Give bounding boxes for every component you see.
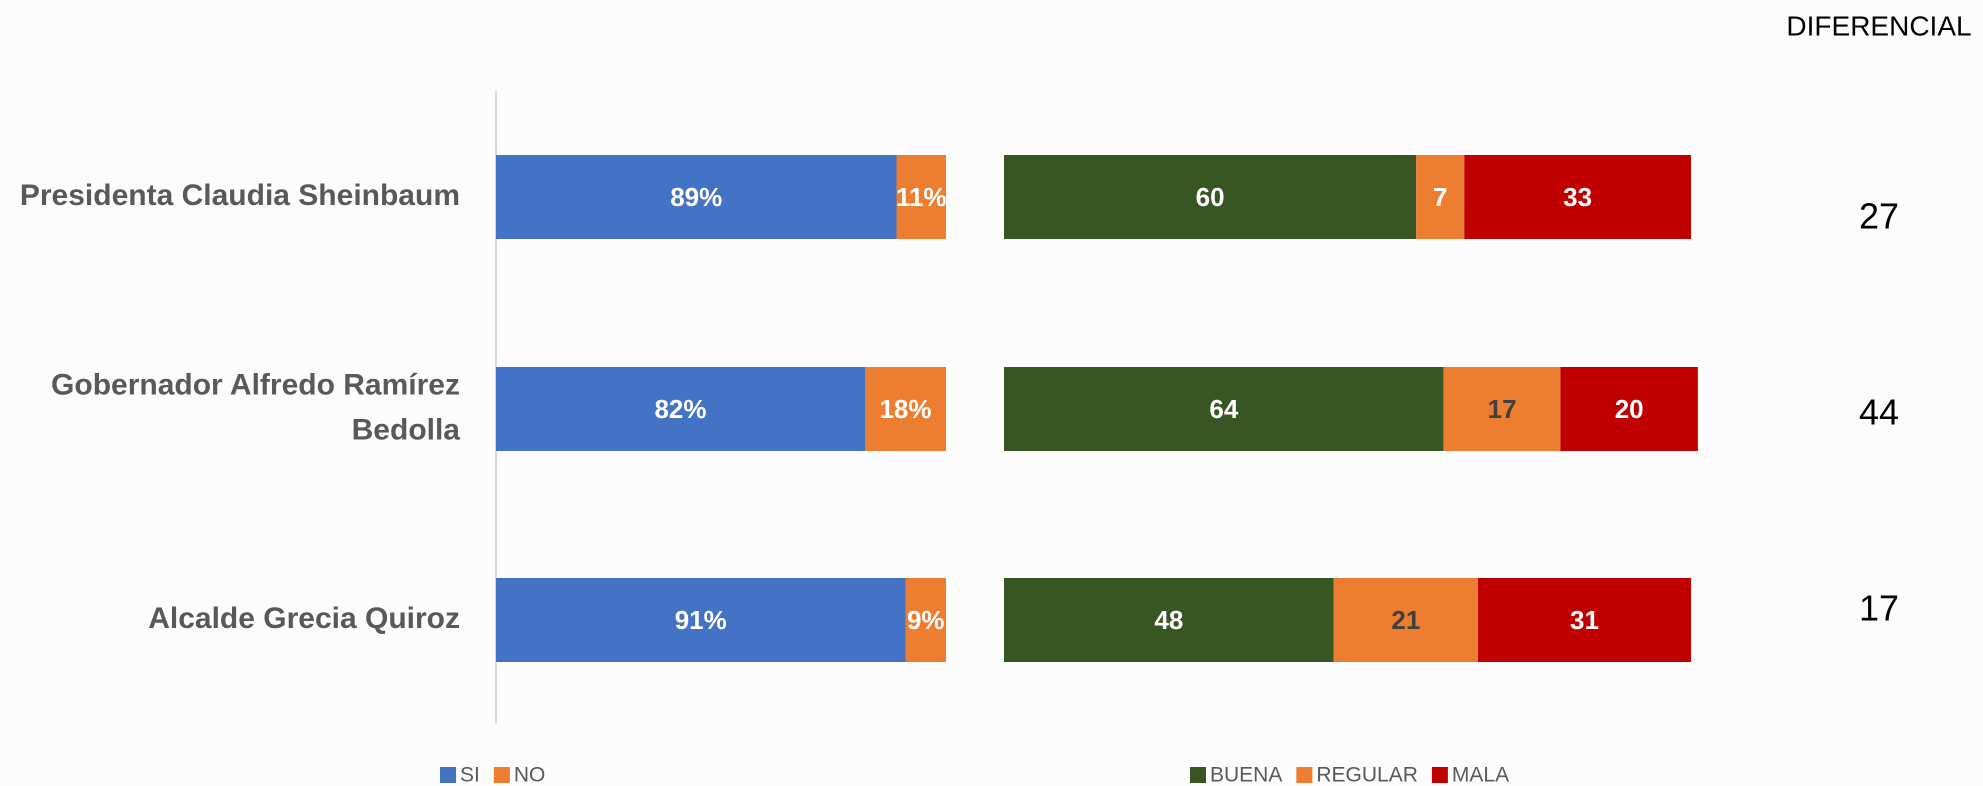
legend-swatch [493, 767, 510, 783]
diferencial-title: DIFERENCIAL [1786, 10, 1971, 41]
bar-segment [1416, 155, 1465, 239]
value-label: 82% [654, 394, 706, 424]
diferencial-value: 44 [1859, 392, 1899, 433]
diferencial-value: 17 [1859, 588, 1899, 629]
bar-segment [1478, 578, 1691, 662]
value-label: 64 [1209, 394, 1238, 424]
bar-segment [496, 155, 897, 239]
bar-segment [496, 367, 865, 451]
bar-segment [865, 367, 946, 451]
value-label: 89% [670, 182, 722, 212]
legend-label: REGULAR [1316, 764, 1418, 786]
bar-segment [1333, 578, 1479, 662]
legend-swatch [1190, 767, 1206, 783]
value-label: 60 [1196, 182, 1225, 212]
bar-segment [1464, 155, 1691, 239]
value-label: 7 [1433, 182, 1447, 212]
bar-segment [1443, 367, 1561, 451]
legend-label: NO [514, 764, 546, 786]
value-label: 31 [1570, 605, 1599, 635]
bar-segment [1004, 155, 1417, 239]
legend-label: BUENA [1210, 764, 1282, 786]
value-label: 21 [1391, 605, 1420, 635]
value-label: 33 [1563, 182, 1592, 212]
bar-segment [1004, 367, 1444, 451]
value-label: 48 [1154, 605, 1183, 635]
category-label: Presidenta Claudia Sheinbaum [20, 179, 460, 212]
bar-segment [1560, 367, 1698, 451]
category-label: Gobernador Alfredo Ramírez Bedolla [51, 368, 460, 446]
legend-swatch [1296, 767, 1313, 783]
value-label: 18% [879, 394, 931, 424]
value-label: 91% [675, 605, 727, 635]
value-label: 20 [1615, 394, 1644, 424]
value-label: 9% [907, 605, 945, 635]
value-label: 17 [1488, 394, 1517, 424]
legend-label: SI [460, 764, 480, 786]
bar-segment [905, 578, 946, 662]
legend-swatch [440, 767, 456, 783]
category-label: Alcalde Grecia Quiroz [148, 602, 460, 635]
bar-segment [496, 578, 906, 662]
diferencial-value: 27 [1859, 196, 1899, 237]
bar-segment [1004, 578, 1334, 662]
bar-segment [896, 155, 946, 239]
legend-label: MALA [1452, 764, 1509, 786]
value-label: 11% [896, 182, 947, 212]
legend-swatch [1431, 767, 1448, 783]
